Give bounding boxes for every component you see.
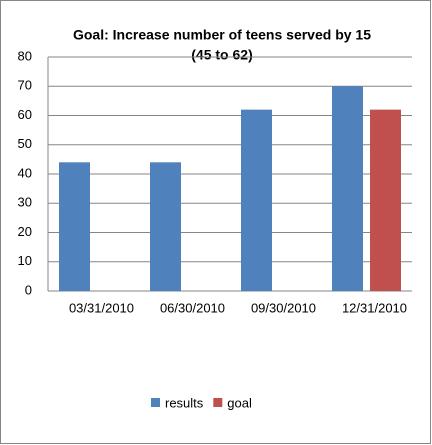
y-tick-label: 30 [18,195,32,210]
legend-swatch [151,398,160,407]
y-tick-label: 40 [18,165,32,180]
x-tick-label: 03/31/2010 [69,300,134,315]
y-tick-label: 50 [18,136,32,151]
bar [370,109,401,292]
bar [150,162,181,291]
y-tick-label: 10 [18,253,32,268]
x-tick-label: 12/31/2010 [342,300,407,315]
x-tick-label: 09/30/2010 [251,300,316,315]
chart-title: (45 to 62) [191,47,252,63]
bar [332,86,363,291]
bar [59,162,90,291]
y-tick-label: 80 [18,48,32,63]
legend-swatch [213,398,223,407]
chart-title: Goal: Increase number of teens served by… [73,27,371,43]
y-tick-label: 60 [18,107,32,122]
legend-label: results [165,395,204,410]
legend-label: goal [227,395,252,410]
y-tick-label: 0 [25,282,32,297]
x-tick-label: 06/30/2010 [160,300,225,315]
y-tick-label: 20 [18,224,32,239]
bar [241,109,272,292]
y-tick-label: 70 [18,78,32,93]
